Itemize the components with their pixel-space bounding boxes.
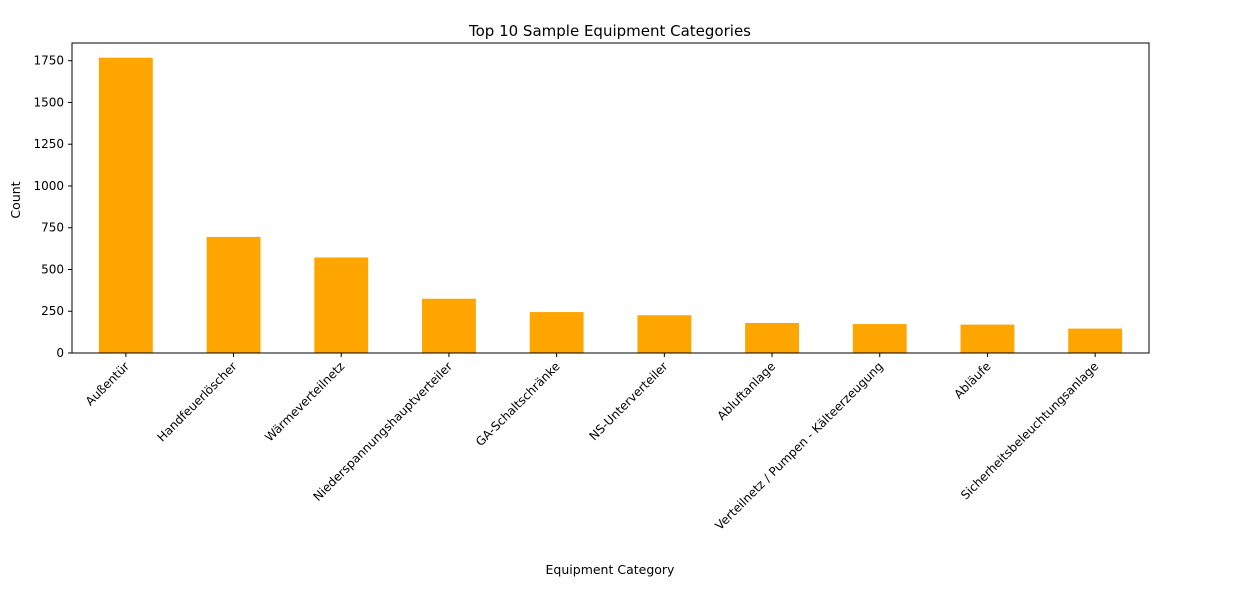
bar — [206, 236, 261, 353]
y-tick-label: 0 — [56, 346, 64, 360]
plot-frame — [71, 42, 1150, 354]
x-axis-label: Equipment Category — [546, 562, 676, 577]
x-tick-label: Verteilnetz / Pumpen - Kälteerzeugung — [712, 359, 886, 533]
x-tick-label: Abläufe — [951, 359, 993, 401]
y-axis-label: Count — [8, 181, 23, 218]
x-tick-label: NS-Unterverteiler — [586, 359, 670, 443]
bar — [960, 324, 1015, 353]
bar — [637, 315, 692, 353]
y-tick-label: 1750 — [33, 54, 64, 68]
y-tick-label: 1000 — [33, 179, 64, 193]
y-tick-label: 500 — [41, 262, 64, 276]
bar — [529, 312, 584, 353]
bar — [852, 324, 907, 353]
x-tick-label: GA-Schaltschränke — [473, 359, 563, 449]
bar — [422, 298, 476, 353]
y-axis: 0 250 500 750 1000 1250 1500 1750 — [33, 54, 72, 360]
x-tick-label: Abluftanlage — [714, 359, 778, 423]
x-tick-label: Wärmeverteilnetz — [262, 359, 347, 444]
y-tick-label: 1500 — [33, 95, 64, 109]
x-axis: Außentür Handfeuerlöscher Wärmeverteilnetz… — [83, 353, 1101, 533]
bar — [98, 57, 153, 353]
chart-title: Top 10 Sample Equipment Categories — [468, 22, 751, 40]
bar — [745, 322, 799, 353]
y-tick-label: 750 — [41, 221, 64, 235]
bar — [314, 257, 369, 353]
bar — [1068, 328, 1123, 353]
y-tick-label: 1250 — [33, 137, 64, 151]
x-tick-label: Außentür — [83, 359, 132, 408]
x-tick-label: Handfeuerlöscher — [154, 359, 239, 444]
y-tick-label: 250 — [41, 304, 64, 318]
bars-group — [98, 57, 1123, 353]
